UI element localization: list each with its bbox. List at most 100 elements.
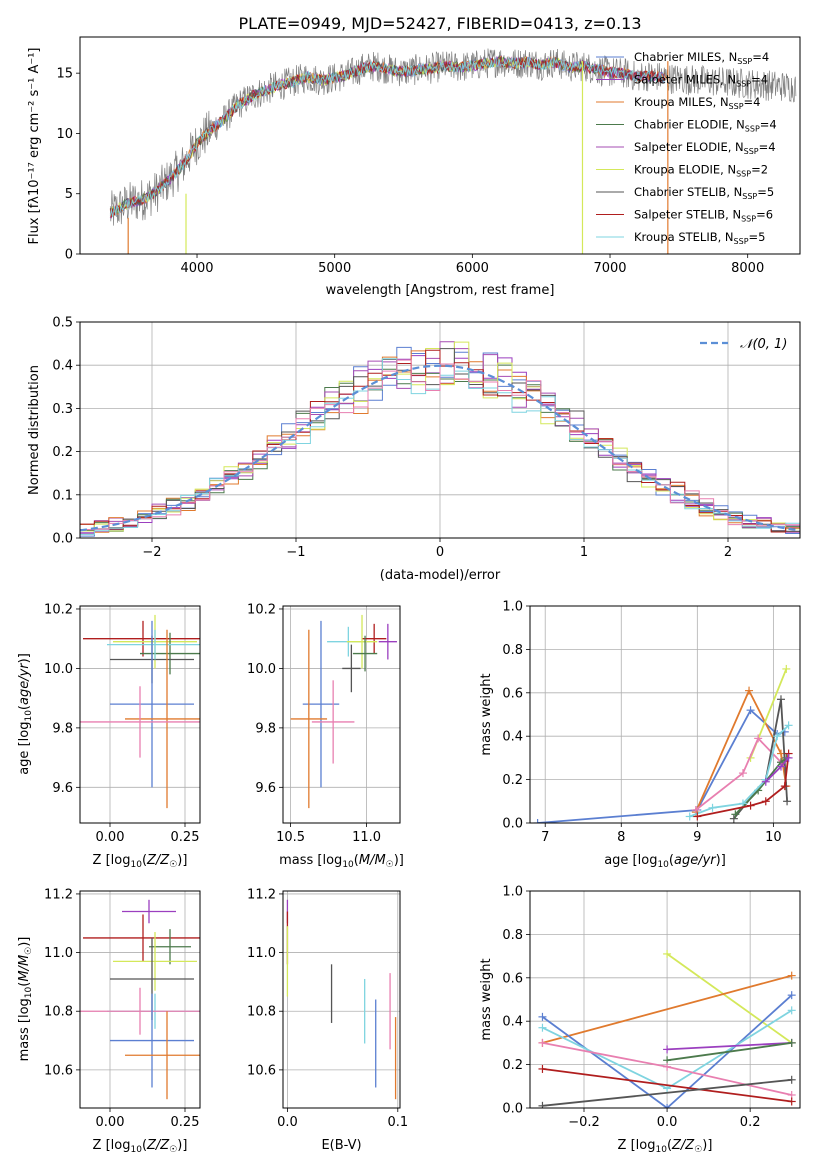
tick-label-y: 1.0: [502, 885, 523, 900]
tick-label-y: 0.8: [502, 643, 523, 658]
tick-label-x: 2: [724, 545, 732, 560]
tick-label-y: 0.0: [502, 817, 523, 832]
tick-label-y: 11.2: [247, 887, 276, 902]
x-axis-label: Z [log10(Z/Z☉)]: [93, 853, 188, 870]
model-salpeter_stelib: [109, 56, 665, 218]
panel-mass-weight-vs-z: −0.2 0.0 0.2 0.0 0.2 0.4 0.6 0.8 1.0 Z [log10(Z/Z…: [479, 885, 801, 1155]
errorbars: [286, 899, 397, 1100]
series-salpeter_stelib: [542, 1068, 792, 1103]
tick-label-x: 10.5: [276, 830, 305, 845]
tick-label-x: −2: [142, 545, 161, 560]
tick-label-y: 5: [65, 187, 73, 202]
x-axis-label: (data-model)/error: [380, 568, 501, 583]
tick-label-y: 0.2: [502, 1058, 523, 1073]
tick-label-y: 10.8: [44, 1005, 73, 1020]
tick-label-x: 0.2: [740, 1115, 761, 1130]
tick-label-y: 9.8: [52, 721, 73, 736]
series-kroupa_miles: [542, 974, 792, 1044]
x-axis-label: Z [log10(Z/Z☉)]: [93, 1138, 188, 1155]
histogram-pink: [80, 359, 800, 536]
legend-label-salpeter_elodie: Salpeter ELODIE, NSSP=4: [634, 140, 776, 156]
panel-residuals: −2 −1 0 1 2 0.0 0.1 0.2 0.3 0.4 0.5 𝒩(0, 1) (data-mo…: [27, 316, 801, 583]
tick-label-x: 10: [765, 830, 782, 845]
tick-label-y: 0.4: [52, 359, 73, 374]
tick-label-x: −1: [286, 545, 305, 560]
legend-label-chabrier_miles: Chabrier MILES, NSSP=4: [634, 50, 769, 66]
x-axis-label: age [log10(age/yr)]: [604, 853, 726, 870]
tick-label-y: 0.2: [52, 445, 73, 460]
tick-label-x: 0.0: [657, 1115, 678, 1130]
axes-frame: [79, 321, 801, 539]
tick-label-y: 10.0: [44, 662, 73, 677]
model-kroupa_stelib: [109, 56, 665, 218]
axes-frame: [282, 605, 401, 824]
tick-label-x: 5000: [318, 261, 351, 276]
tick-label-y: 11.2: [44, 887, 73, 902]
tick-label-y: 15: [56, 67, 73, 82]
tick-label-y: 10.0: [247, 662, 276, 677]
tick-label-y: 10.6: [44, 1063, 73, 1078]
panel-mass-vs-ebv: 0.0 0.1 10.6 10.8 11.0 11.2 E(B-V): [247, 887, 408, 1153]
tick-label-y: 10.8: [247, 1005, 276, 1020]
axes-frame: [79, 890, 201, 1109]
legend-label-chabrier_elodie: Chabrier ELODIE, NSSP=4: [634, 118, 777, 134]
histograms: [80, 341, 800, 538]
legend-label-salpeter_stelib: Salpeter STELIB, NSSP=6: [634, 208, 773, 224]
series-chabrier_stelib: [542, 1078, 792, 1107]
axes-frame: [79, 605, 201, 824]
errorbars: [80, 614, 200, 809]
legend-label-salpeter_miles: Salpeter MILES, NSSP=4: [634, 73, 768, 89]
tick-label-y: 0.4: [502, 1015, 523, 1030]
y-axis-label: mass weight: [479, 673, 494, 755]
tick-label-y: 9.6: [255, 781, 276, 796]
x-axis-label: Z [log10(Z/Z☉)]: [618, 1138, 713, 1155]
tick-label-x: 1: [580, 545, 588, 560]
tick-label-x: 0.00: [96, 1115, 125, 1130]
tick-label-y: 0.6: [502, 686, 523, 701]
tick-label-y: 0.4: [502, 730, 523, 745]
tick-label-x: 6000: [456, 261, 489, 276]
tick-label-y: 10.2: [44, 602, 73, 617]
tick-label-y: 0.0: [502, 1102, 523, 1117]
tick-label-y: 10.2: [247, 602, 276, 617]
tick-label-y: 10: [56, 127, 73, 142]
tick-label-x: 4000: [180, 261, 213, 276]
tick-label-y: 11.0: [247, 946, 276, 961]
model-kroupa_elodie: [109, 56, 583, 217]
tick-label-y: 0.1: [52, 488, 73, 503]
model-kroupa_miles: [109, 55, 669, 218]
panel-mass-weight-vs-age: 7 8 9 10 0.0 0.2 0.4 0.6 0.8 1.0 age [log10(age/yr…: [479, 600, 801, 870]
tick-label-y: 11.0: [44, 946, 73, 961]
panel-age-vs-mass: 10.5 11.0 9.6 9.8 10.0 10.2 mass [log10(M/M☉)]: [247, 602, 404, 870]
tick-label-x: 8: [617, 830, 625, 845]
y-axis-label: mass weight: [479, 958, 494, 1040]
tick-label-x: 0: [436, 545, 444, 560]
gaussian-curve: [80, 364, 800, 532]
panel-mass-vs-z: 0.00 0.25 10.6 10.8 11.0 11.2 Z [log10(Z/Z☉)] m…: [17, 887, 201, 1155]
legend-label-kroupa_stelib: Kroupa STELIB, NSSP=5: [634, 230, 765, 246]
series-salpeter_miles: [667, 1042, 792, 1051]
x-axis-label: mass [log10(M/M☉)]: [279, 853, 404, 870]
panel-spectrum: 4000 5000 6000 7000 8000 0 5 10 15 Chabrier MILES…: [27, 36, 801, 298]
tick-label-x: 7000: [593, 261, 626, 276]
axes-frame: [529, 890, 801, 1109]
weight-lines: [538, 949, 796, 1108]
tick-label-x: −0.2: [568, 1115, 600, 1130]
axes-frame: [282, 890, 401, 1109]
y-axis-label: mass [log10(M/M☉)]: [17, 937, 34, 1062]
tick-label-y: 1.0: [502, 600, 523, 615]
model-chabrier_elodie: [109, 55, 624, 215]
tick-label-y: 0.8: [502, 928, 523, 943]
y-axis-label: age [log10(age/yr)]: [17, 653, 34, 775]
figure-title: PLATE=0949, MJD=52427, FIBERID=0413, z=0…: [238, 14, 641, 33]
tick-label-y: 0.3: [52, 402, 73, 417]
tick-label-x: 8000: [731, 261, 764, 276]
tick-label-x: 9: [693, 830, 701, 845]
weight-lines: [533, 664, 793, 823]
tick-label-y: 0.2: [502, 773, 523, 788]
x-axis-label: E(B-V): [321, 1138, 361, 1153]
y-axis-label: Normed distribution: [27, 365, 42, 495]
tick-label-x: 0.1: [387, 1115, 408, 1130]
tick-label-y: 9.8: [255, 721, 276, 736]
